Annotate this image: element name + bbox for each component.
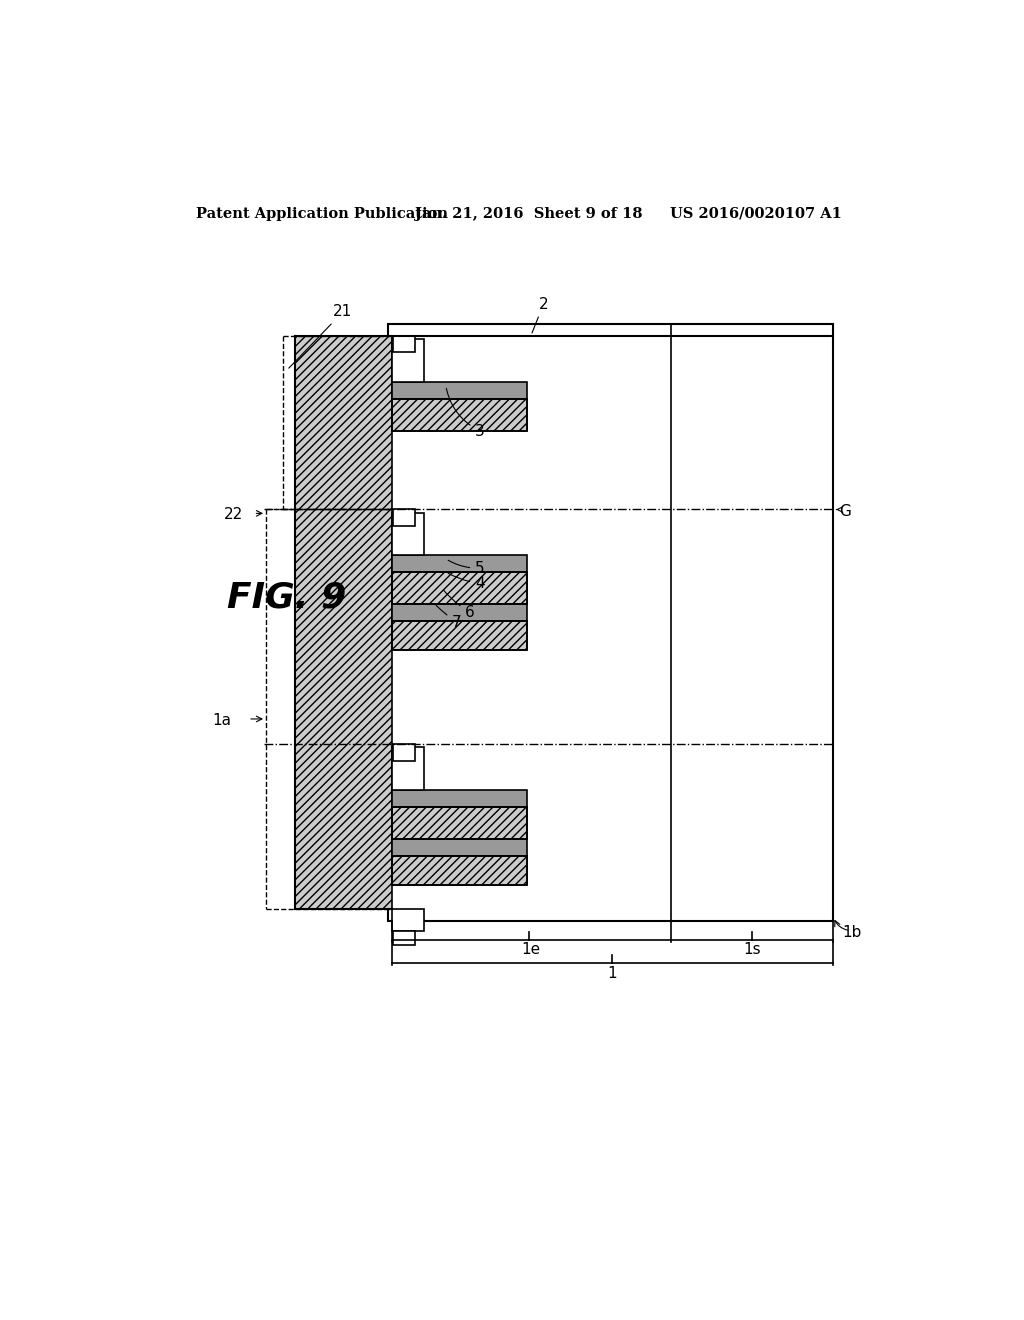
Bar: [391, 622, 527, 649]
Bar: [393, 931, 415, 945]
Bar: [391, 399, 527, 430]
Bar: [391, 572, 527, 605]
Bar: [391, 554, 527, 572]
Bar: [391, 857, 527, 884]
Bar: [391, 399, 527, 430]
Bar: [391, 857, 527, 884]
Text: 1s: 1s: [743, 941, 761, 957]
Text: G: G: [840, 503, 851, 519]
Text: 1a: 1a: [212, 713, 231, 729]
Text: Jan. 21, 2016  Sheet 9 of 18: Jan. 21, 2016 Sheet 9 of 18: [415, 207, 642, 220]
Bar: [393, 508, 415, 525]
Bar: [295, 335, 391, 909]
Text: 5: 5: [449, 560, 484, 576]
Text: 1b: 1b: [843, 925, 862, 940]
Bar: [391, 747, 424, 789]
Text: 1e: 1e: [521, 941, 541, 957]
Bar: [391, 840, 527, 857]
Bar: [391, 605, 527, 622]
Text: Patent Application Publication: Patent Application Publication: [197, 207, 449, 220]
Text: 21: 21: [289, 304, 352, 368]
Text: US 2016/0020107 A1: US 2016/0020107 A1: [671, 207, 843, 220]
Text: 22: 22: [223, 507, 243, 523]
Text: 6: 6: [443, 590, 475, 619]
Bar: [391, 339, 424, 381]
Bar: [391, 572, 527, 605]
Text: FIG. 9: FIG. 9: [227, 581, 346, 614]
Bar: [388, 323, 834, 921]
Bar: [393, 743, 415, 760]
Text: 2: 2: [532, 297, 549, 333]
Bar: [391, 512, 424, 554]
Bar: [391, 807, 527, 840]
Bar: [391, 381, 527, 399]
Bar: [391, 909, 424, 931]
Text: 3: 3: [446, 388, 485, 438]
Bar: [391, 622, 527, 649]
Text: 1: 1: [607, 965, 617, 981]
Bar: [391, 807, 527, 840]
Bar: [391, 789, 527, 807]
Bar: [393, 335, 415, 352]
Text: 4: 4: [449, 573, 484, 591]
Text: 7: 7: [436, 606, 462, 630]
